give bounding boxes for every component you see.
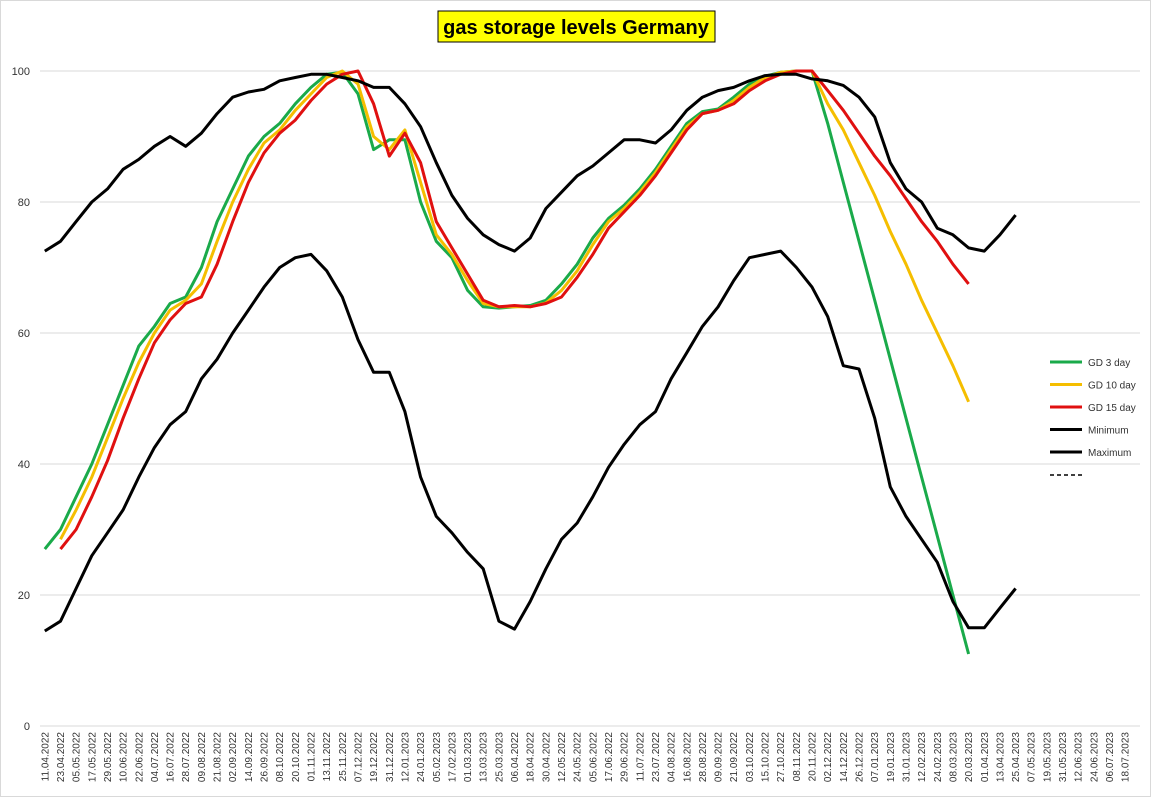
x-tick-label: 19.05.2023 (1042, 732, 1053, 782)
x-tick-label: 30.04.2022 (541, 732, 552, 782)
x-tick-label: 06.04.2022 (510, 732, 521, 782)
x-tick-label: 12.05.2022 (557, 732, 568, 782)
x-tick-label: 25.11.2022 (338, 732, 349, 782)
x-tick-label: 02.09.2022 (228, 732, 239, 782)
chart-title: gas storage levels Germany (443, 17, 710, 39)
legend-label: GD 15 day (1088, 403, 1136, 414)
x-tick-label: 20.11.2022 (808, 732, 819, 782)
series-line (44, 249, 1017, 633)
x-tick-label: 12.02.2023 (917, 732, 928, 782)
x-tick-label: 04.07.2022 (150, 732, 161, 782)
x-tick-label: 12.01.2023 (400, 732, 411, 782)
x-tick-label: 14.09.2022 (244, 732, 255, 782)
x-tick-label: 08.10.2022 (275, 732, 286, 782)
title-box (437, 10, 716, 43)
x-tick-label: 03.10.2022 (745, 732, 756, 782)
legend-label: Minimum (1088, 426, 1129, 437)
x-tick-label: 13.11.2022 (322, 732, 333, 782)
x-tick-label: 27.10.2022 (776, 732, 787, 782)
x-tick-label: 17.06.2022 (604, 732, 615, 782)
x-tick-label: 12.06.2023 (1074, 732, 1085, 782)
x-tick-label: 02.12.2022 (823, 732, 834, 782)
x-tick-label: 08.03.2023 (948, 732, 959, 782)
x-tick-label: 21.09.2022 (729, 732, 740, 782)
x-tick-label: 25.04.2023 (1011, 732, 1022, 782)
x-tick-label: 17.02.2023 (447, 732, 458, 782)
x-tick-label: 01.11.2022 (307, 732, 318, 782)
x-tick-label: 15.10.2022 (761, 732, 772, 782)
x-tick-label: 01.03.2023 (463, 732, 474, 782)
x-tick-label: 20.10.2022 (291, 732, 302, 782)
x-tick-label: 19.12.2022 (369, 732, 380, 782)
x-tick-label: 06.07.2023 (1105, 732, 1116, 782)
x-tick-label: 18.07.2023 (1121, 732, 1132, 782)
x-tick-label: 23.04.2022 (56, 732, 67, 782)
x-tick-label: 16.07.2022 (166, 732, 177, 782)
y-tick-label: 40 (18, 459, 30, 471)
x-tick-label: 07.12.2022 (353, 732, 364, 782)
x-tick-label: 29.05.2022 (103, 732, 114, 782)
x-tick-label: 31.12.2022 (385, 732, 396, 782)
x-tick-label: 29.06.2022 (620, 732, 631, 782)
x-tick-label: 09.09.2022 (714, 732, 725, 782)
y-tick-label: 60 (18, 328, 30, 340)
x-tick-label: 26.12.2022 (855, 732, 866, 782)
x-tick-label: 24.05.2022 (573, 732, 584, 782)
x-tick-label: 20.03.2023 (964, 732, 975, 782)
x-tick-label: 17.05.2022 (87, 732, 98, 782)
series-line (59, 69, 970, 551)
x-tick-label: 31.01.2023 (901, 732, 912, 782)
x-tick-label: 28.08.2022 (698, 732, 709, 782)
x-tick-label: 07.05.2023 (1027, 732, 1038, 782)
x-tick-label: 25.03.2023 (494, 732, 505, 782)
x-tick-label: 08.11.2022 (792, 732, 803, 782)
x-tick-label: 24.02.2023 (933, 732, 944, 782)
x-tick-label: 13.03.2023 (479, 732, 490, 782)
series-line (44, 72, 1017, 253)
x-tick-label: 26.09.2022 (260, 732, 271, 782)
x-tick-label: 19.01.2023 (886, 732, 897, 782)
y-tick-label: 80 (18, 197, 30, 209)
x-tick-label: 13.04.2023 (995, 732, 1006, 782)
x-tick-label: 11.04.2022 (40, 732, 51, 782)
x-tick-label: 07.01.2023 (870, 732, 881, 782)
x-tick-label: 11.07.2022 (635, 732, 646, 782)
legend-label: Maximum (1088, 448, 1131, 459)
x-tick-label: 24.01.2023 (416, 732, 427, 782)
x-tick-label: 24.06.2023 (1089, 732, 1100, 782)
x-tick-label: 05.02.2023 (432, 732, 443, 782)
x-tick-label: 04.08.2022 (667, 732, 678, 782)
y-tick-label: 0 (24, 721, 30, 733)
x-tick-label: 28.07.2022 (181, 732, 192, 782)
x-tick-label: 05.06.2022 (588, 732, 599, 782)
x-tick-label: 16.08.2022 (682, 732, 693, 782)
x-tick-label: 23.07.2022 (651, 732, 662, 782)
x-tick-label: 09.08.2022 (197, 732, 208, 782)
y-tick-label: 20 (18, 590, 30, 602)
legend-label: GD 3 day (1088, 358, 1130, 369)
x-tick-label: 01.04.2023 (980, 732, 991, 782)
x-tick-label: 05.05.2022 (72, 732, 83, 782)
x-tick-label: 18.04.2022 (526, 732, 537, 782)
x-tick-label: 22.06.2022 (134, 732, 145, 782)
y-tick-label: 100 (12, 66, 30, 78)
legend-label: GD 10 day (1088, 381, 1136, 392)
x-tick-label: 10.06.2022 (119, 732, 130, 782)
x-tick-label: 14.12.2022 (839, 732, 850, 782)
x-tick-label: 31.05.2023 (1058, 732, 1069, 782)
x-tick-label: 21.08.2022 (213, 732, 224, 782)
